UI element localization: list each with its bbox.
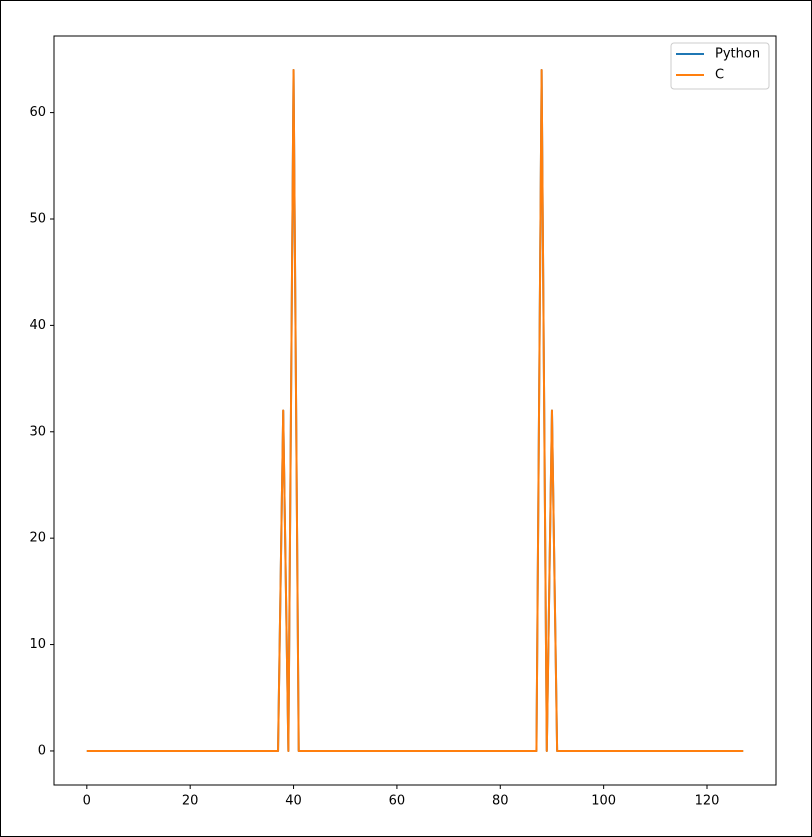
x-tick-label: 20 (182, 794, 199, 809)
y-tick-label: 10 (29, 637, 46, 652)
x-tick-label: 120 (695, 794, 720, 809)
y-tick-label: 50 (29, 211, 46, 226)
series-line (86, 69, 744, 752)
y-tick-label: 20 (29, 531, 46, 546)
legend-label: C (715, 68, 724, 83)
x-tick-label: 80 (492, 794, 509, 809)
x-tick-label: 0 (83, 794, 91, 809)
x-tick-label: 60 (389, 794, 406, 809)
legend-label: Python (715, 47, 760, 62)
y-tick-label: 40 (29, 318, 46, 333)
x-tick-label: 40 (285, 794, 302, 809)
y-tick-label: 0 (38, 743, 46, 758)
y-tick-label: 60 (29, 105, 46, 120)
plot-area (53, 35, 777, 786)
y-tick-label: 30 (29, 424, 46, 439)
x-tick-label: 100 (591, 794, 616, 809)
